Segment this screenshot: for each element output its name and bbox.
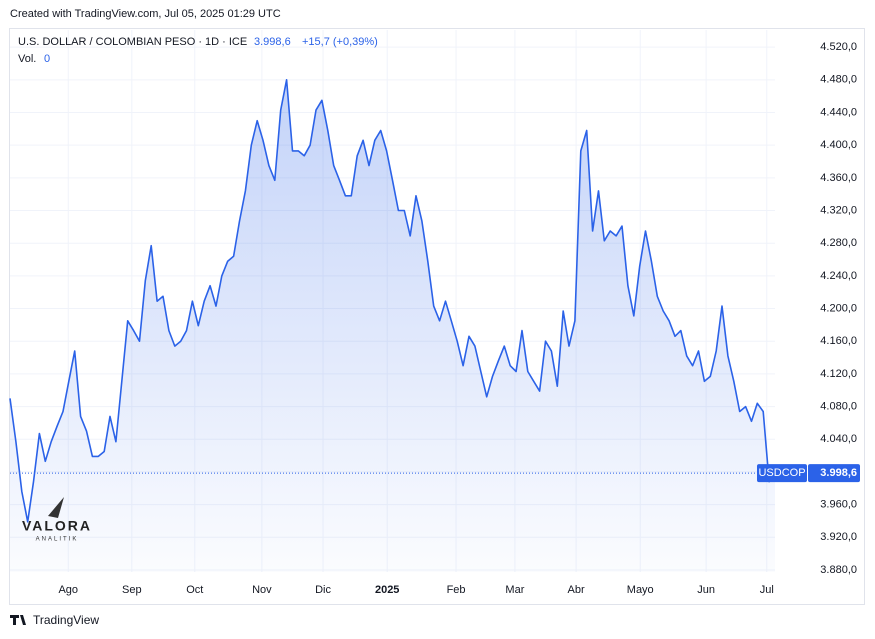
y-tick-label: 4.280,0: [820, 237, 857, 249]
y-tick-label: 4.080,0: [820, 400, 857, 412]
y-tick-label: 4.240,0: [820, 270, 857, 282]
x-tick-label: Abr: [568, 584, 585, 596]
y-tick-label: 3.960,0: [820, 499, 857, 511]
y-tick-label: 4.320,0: [820, 204, 857, 216]
y-tick-label: 4.160,0: [820, 335, 857, 347]
price-badge-text: 3.998,6: [820, 467, 857, 479]
price-badge: [808, 464, 860, 483]
x-tick-label: Jul: [760, 584, 774, 596]
x-tick-label: 2025: [375, 584, 399, 596]
chart-title: U.S. DOLLAR / COLOMBIAN PESO · 1D · ICE: [18, 36, 247, 48]
y-tick-label: 4.120,0: [820, 368, 857, 380]
y-tick-label: 4.360,0: [820, 172, 857, 184]
area: [10, 79, 775, 573]
y-tick-label: 4.200,0: [820, 302, 857, 314]
price-change: +15,7 (+0,39%): [302, 36, 378, 48]
y-tick-label: 4.440,0: [820, 106, 857, 118]
x-tick-label: Nov: [252, 584, 272, 596]
x-tick-label: Ago: [58, 584, 78, 596]
x-tick-label: Jun: [697, 584, 715, 596]
created-note: Created with TradingView.com, Jul 05, 20…: [10, 8, 281, 20]
x-tick-label: Mar: [505, 584, 524, 596]
logo-subtext: ANALITIK: [36, 537, 79, 543]
logo-icon: [48, 497, 64, 518]
frame: [9, 28, 865, 605]
x-tick-label: Sep: [122, 584, 142, 596]
y-tick-label: 4.480,0: [820, 74, 857, 86]
x-tick-label: Mayo: [627, 584, 654, 596]
volume-label: Vol.: [18, 53, 36, 65]
x-tick-label: Feb: [447, 584, 466, 596]
last-price: 3.998,6: [254, 36, 291, 48]
y-tick-label: 3.920,0: [820, 531, 857, 543]
price-line: [9, 79, 776, 523]
volume-value: 0: [44, 53, 50, 65]
footer-brand: TradingView: [33, 613, 99, 627]
tv-logo: [10, 615, 26, 625]
symbol-badge-text: USDCOP: [758, 467, 805, 479]
y-tick-label: 3.880,0: [820, 564, 857, 576]
x-tick-label: Oct: [186, 584, 203, 596]
y-tick-label: 4.040,0: [820, 433, 857, 445]
logo-text: VALORA: [22, 518, 92, 534]
y-tick-label: 4.400,0: [820, 139, 857, 151]
y-tick-label: 4.520,0: [820, 41, 857, 53]
symbol-badge: [757, 464, 807, 483]
x-tick-label: Dic: [315, 584, 331, 596]
